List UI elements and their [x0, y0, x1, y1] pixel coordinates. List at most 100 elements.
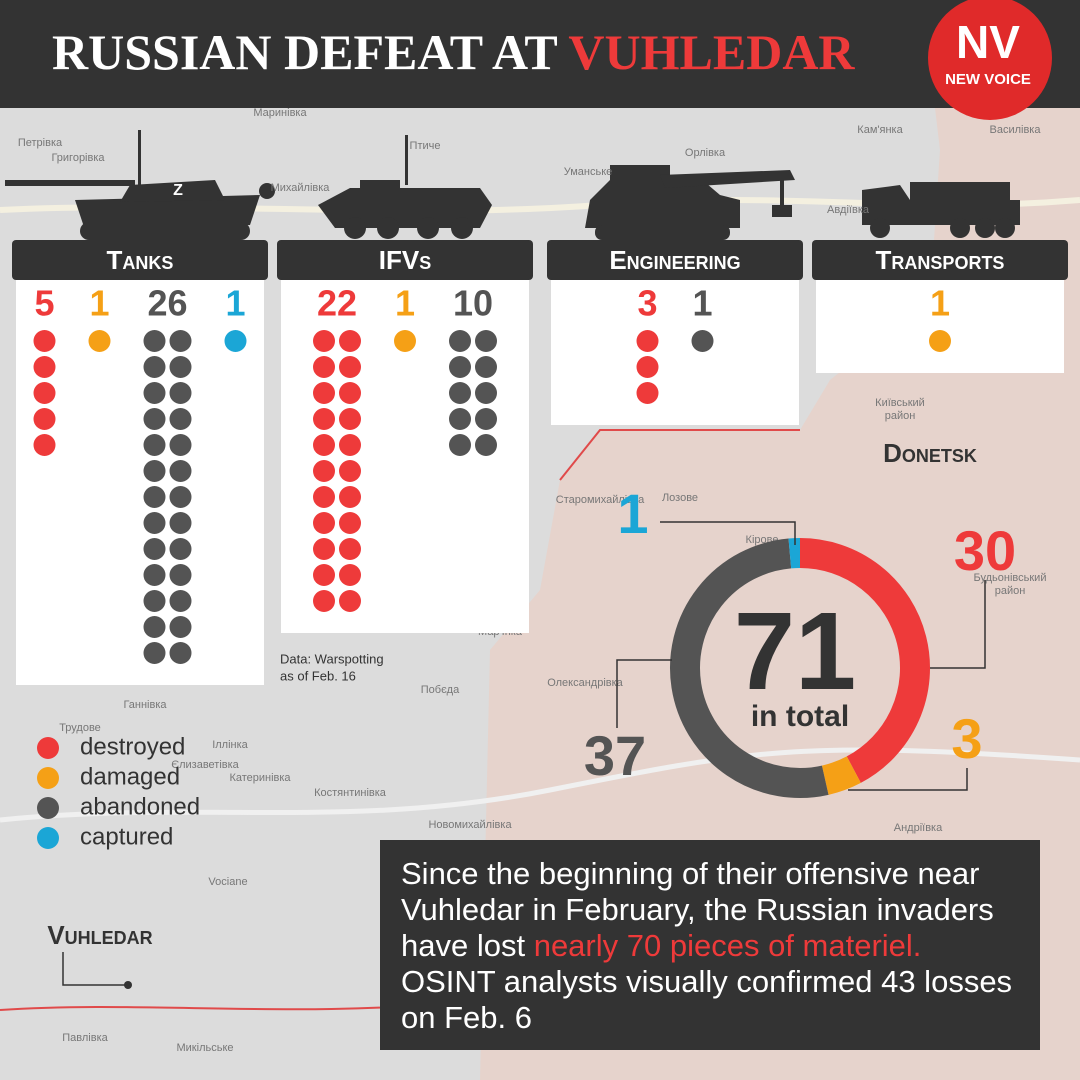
count-label: 1 — [225, 283, 245, 324]
donut-segment — [799, 538, 930, 783]
loss-dot — [169, 486, 192, 508]
loss-dot — [313, 590, 335, 612]
panel-header — [812, 240, 1068, 280]
loss-dot — [33, 330, 56, 352]
panel-body — [816, 278, 1064, 373]
loss-dot — [169, 330, 192, 352]
loss-dot — [313, 382, 335, 404]
loss-dot — [339, 460, 361, 482]
loss-dot — [143, 382, 166, 404]
loss-dot — [339, 512, 361, 534]
loss-dot — [475, 408, 497, 430]
map-label: Костянтинівка — [314, 787, 387, 799]
donut-total-label: in total — [751, 700, 849, 733]
leader-line — [930, 580, 986, 669]
loss-dot — [929, 330, 951, 352]
logo-subtitle: NEW VOICE — [945, 71, 1031, 88]
loss-dot — [339, 538, 361, 560]
loss-dot — [636, 382, 659, 404]
engineering-icon — [585, 165, 795, 240]
donut-segment — [670, 538, 829, 798]
loss-dot — [339, 434, 361, 456]
loss-dot — [691, 330, 714, 352]
map-label: Михайлівка — [271, 182, 331, 194]
loss-dot — [143, 642, 166, 664]
map-label: Олександрівка — [547, 677, 623, 689]
donut-label: 37 — [584, 724, 646, 787]
count-label: 10 — [453, 283, 493, 324]
loss-dot — [449, 382, 471, 404]
loss-dot — [169, 590, 192, 612]
loss-dot — [169, 564, 192, 586]
donut-label: 1 — [617, 482, 648, 545]
ifv-icon — [318, 135, 492, 239]
loss-dot — [33, 434, 56, 456]
legend-label: abandoned — [80, 793, 200, 820]
loss-dot — [636, 330, 659, 352]
map-marker — [124, 981, 132, 989]
loss-dot — [394, 330, 416, 352]
loss-dot — [143, 538, 166, 560]
loss-dot — [449, 356, 471, 378]
map-label: Лозове — [662, 492, 698, 504]
title-highlight: VUHLEDAR — [568, 24, 855, 80]
loss-dot — [169, 642, 192, 664]
donut-label: 30 — [954, 519, 1016, 582]
legend-label: destroyed — [80, 733, 185, 760]
header-bar — [0, 0, 1080, 108]
map-label: Птиче — [410, 140, 441, 152]
loss-dot — [449, 330, 471, 352]
map-label: Авдіївка — [827, 204, 870, 216]
svg-text:Z: Z — [173, 182, 183, 199]
map-label: Ганнівка — [123, 699, 167, 711]
transport-icon — [862, 182, 1020, 238]
loss-dot — [339, 564, 361, 586]
title: RUSSIAN DEFEAT AT VUHLEDAR — [52, 24, 855, 80]
loss-dot — [339, 486, 361, 508]
loss-dot — [143, 590, 166, 612]
loss-dot — [224, 330, 247, 352]
map-label: район — [995, 585, 1026, 597]
source: as of Feb. 16 — [280, 668, 356, 683]
loss-dot — [449, 434, 471, 456]
source: Data: Warspotting — [280, 651, 384, 666]
tank-icon — [5, 130, 275, 240]
map-region-label: Donetsk — [883, 438, 977, 468]
loss-dot — [33, 382, 56, 404]
loss-dot — [339, 408, 361, 430]
loss-dot — [339, 382, 361, 404]
loss-dot — [313, 486, 335, 508]
map-label: Будьонівський — [974, 572, 1047, 584]
leader-line — [660, 521, 796, 545]
panel-body — [551, 278, 799, 425]
loss-dot — [339, 590, 361, 612]
summary-box: Since the beginning of their offensive n… — [380, 840, 1040, 1050]
count-label: 1 — [395, 283, 415, 324]
title-text: RUSSIAN DEFEAT AT — [52, 24, 557, 80]
map-label: Київський — [875, 397, 925, 409]
map-label: Василівка — [990, 124, 1042, 136]
loss-dot — [313, 408, 335, 430]
map-label: район — [885, 410, 916, 422]
loss-dot — [475, 330, 497, 352]
map-label: Катеринівка — [229, 772, 291, 784]
panel-header — [12, 240, 268, 280]
loss-dot — [143, 460, 166, 482]
map-label: Побєда — [421, 684, 460, 696]
map-label: Іллінка — [212, 739, 248, 751]
loss-dot — [169, 460, 192, 482]
legend-swatch — [37, 767, 59, 789]
map-label: Новомихайлівка — [428, 819, 512, 831]
loss-dot — [33, 408, 56, 430]
count-label: 3 — [637, 283, 657, 324]
loss-dot — [313, 356, 335, 378]
legend-label: damaged — [80, 763, 180, 790]
loss-dot — [143, 564, 166, 586]
map-label: Григорівка — [51, 152, 105, 164]
panel-title: IFVs — [379, 245, 431, 275]
leader-line — [616, 659, 672, 728]
map-label: Андріївка — [894, 822, 943, 834]
loss-dot — [475, 356, 497, 378]
